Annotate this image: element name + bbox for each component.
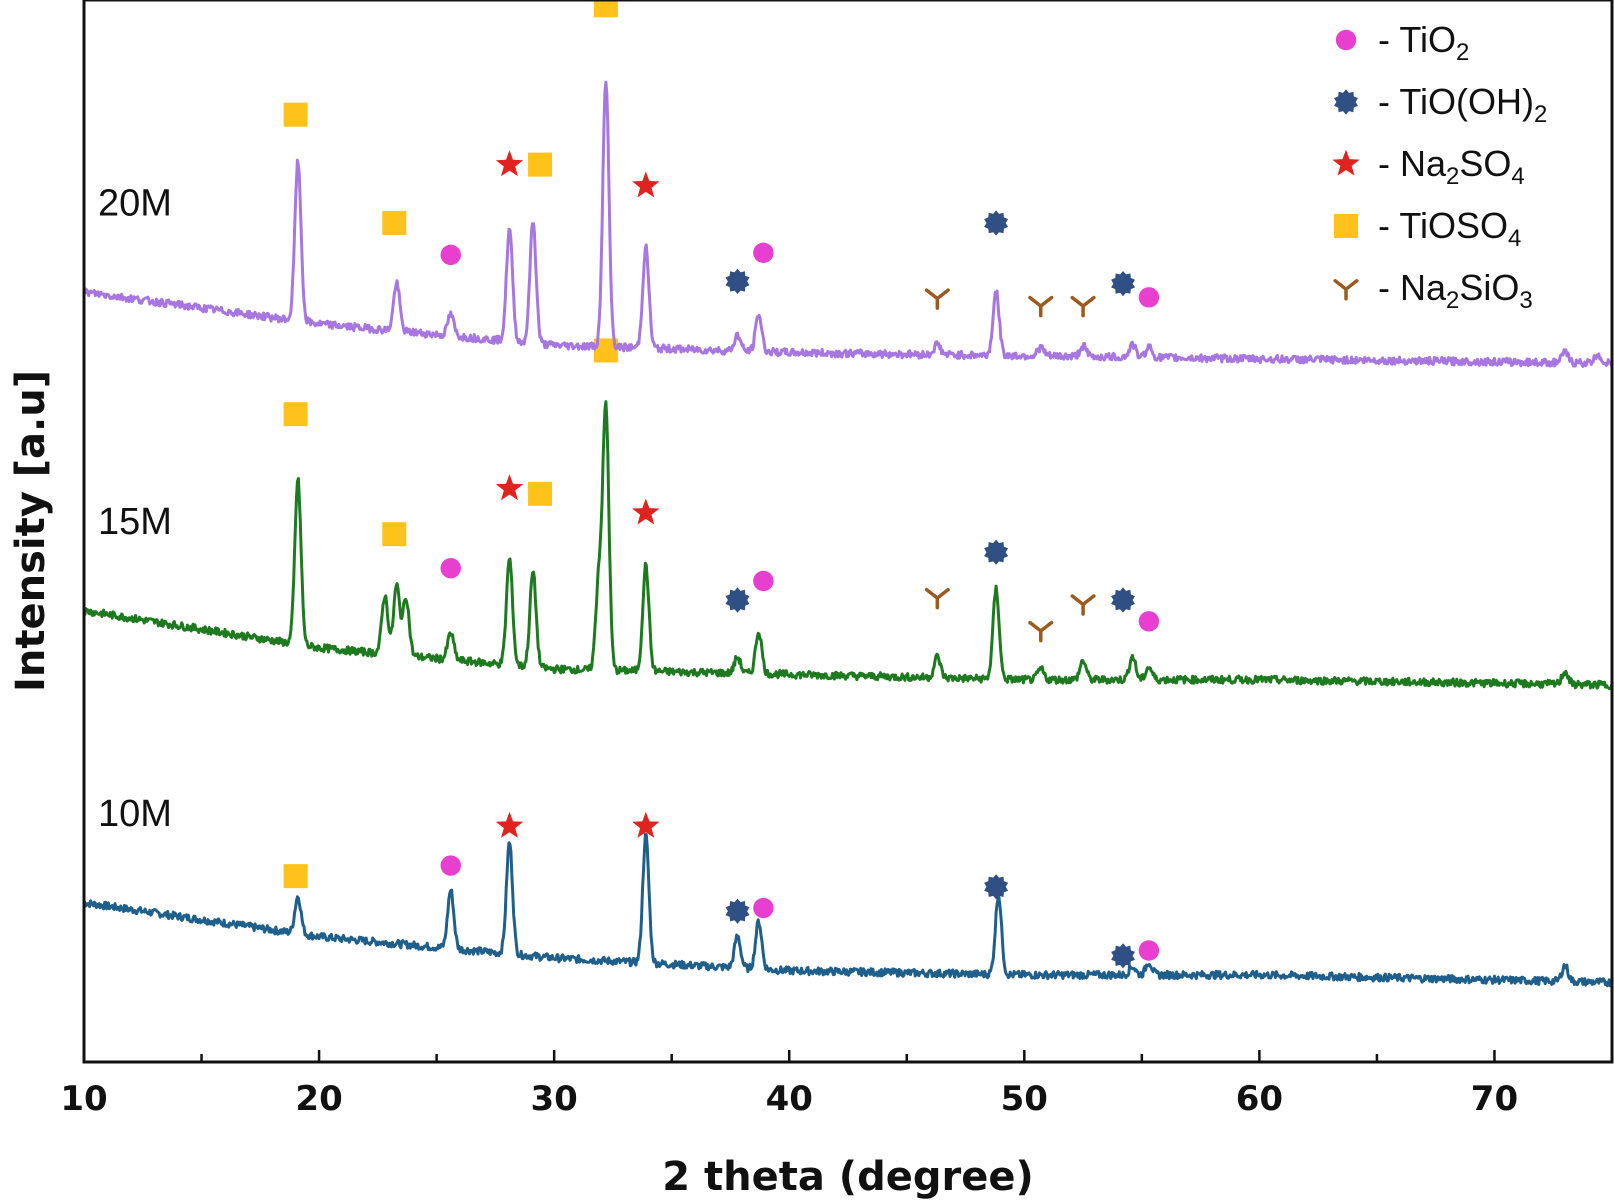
phase-marker-15M-2 [440, 557, 461, 579]
series-10M: 10M [83, 793, 1614, 988]
phase-marker-15M-9 [924, 587, 950, 610]
legend-label-Na2SiO3: - Na2SiO3 [1378, 267, 1533, 314]
x-tick-label: 40 [766, 1079, 813, 1119]
x-tick-label: 50 [1001, 1079, 1048, 1119]
phase-marker-15M-14 [1138, 611, 1160, 632]
phase-marker-15M-6 [632, 498, 660, 525]
phase-marker-15M-4 [528, 481, 553, 506]
x-tick-label: 10 [60, 1079, 107, 1119]
phase-marker-20M-1 [382, 211, 407, 236]
phase-marker-20M-8 [753, 242, 774, 263]
phase-marker-20M-5 [593, 0, 618, 18]
phase-marker-20M-2 [440, 244, 461, 266]
legend-marker-TiOSO4 [1334, 214, 1358, 238]
phase-marker-20M-0 [283, 102, 308, 127]
legend-label-TiO2: - TiO2 [1378, 19, 1469, 66]
phase-marker-15M-10 [984, 539, 1009, 565]
phase-marker-10M-0 [283, 864, 308, 889]
series-label-20M: 20M [98, 183, 172, 225]
phase-marker-20M-12 [1070, 295, 1096, 318]
y-axis-title: Intensity [a.u] [8, 370, 54, 692]
x-tick-label: 60 [1236, 1079, 1283, 1119]
plot-layer: 10M 15M 20M [82, 0, 1614, 988]
legend-item-Na2SO4: - Na2SO4 [1332, 143, 1525, 190]
x-tick-label: 20 [295, 1079, 342, 1119]
phase-marker-20M-4 [528, 152, 553, 177]
legend-item-TiO2: - TiO2 [1335, 19, 1469, 66]
phase-marker-10M-1 [440, 855, 461, 876]
phase-marker-10M-4 [725, 898, 750, 924]
legend-marker-TiO2 [1335, 29, 1357, 51]
legend-item-Na2SiO3: - Na2SiO3 [1333, 267, 1533, 314]
phase-marker-20M-14 [1138, 287, 1160, 308]
phase-marker-10M-3 [632, 811, 660, 838]
legend-item-TiO(OH)2: - TiO(OH)2 [1334, 81, 1547, 128]
series-line-10M [83, 832, 1614, 988]
phase-marker-10M-7 [1111, 943, 1135, 969]
x-tick-label: 70 [1471, 1079, 1518, 1119]
phase-marker-20M-9 [924, 288, 950, 310]
phase-marker-20M-7 [725, 268, 750, 294]
legend-item-TiOSO4: - TiOSO4 [1334, 205, 1521, 252]
series-line-20M [82, 80, 1614, 368]
legend-label-Na2SO4: - Na2SO4 [1378, 143, 1525, 190]
phase-marker-15M-3 [495, 474, 524, 501]
phase-marker-10M-2 [495, 811, 524, 838]
x-axis-title: 2 theta (degree) [662, 1154, 1033, 1200]
phase-marker-20M-13 [1111, 271, 1135, 297]
series-label-15M: 15M [98, 501, 172, 543]
series-20M: 20M [82, 0, 1614, 368]
phase-marker-10M-8 [1138, 940, 1160, 961]
phase-marker-10M-5 [753, 897, 774, 919]
phase-marker-20M-11 [1028, 295, 1054, 318]
legend-label-TiO(OH)2: - TiO(OH)2 [1378, 81, 1547, 128]
series-line-15M [82, 400, 1614, 691]
plot-frame [82, 0, 1614, 1064]
legend-label-TiOSO4: - TiOSO4 [1378, 205, 1521, 252]
series-15M: 15M [82, 338, 1614, 691]
phase-marker-15M-13 [1111, 587, 1135, 613]
legend: - TiO2 - TiO(OH)2 - Na2SO4 - TiOSO4 - Na2SiO… [1332, 19, 1547, 314]
phase-marker-10M-6 [984, 874, 1009, 900]
phase-marker-20M-3 [495, 150, 524, 177]
legend-marker-TiO(OH)2 [1334, 89, 1358, 115]
series-label-10M: 10M [98, 793, 172, 835]
phase-marker-15M-11 [1028, 620, 1054, 643]
phase-marker-15M-8 [753, 570, 774, 592]
phase-marker-20M-10 [984, 210, 1009, 236]
x-axis: 10 20 30 40 50 60 70 [60, 1050, 1614, 1119]
phase-marker-15M-12 [1070, 594, 1096, 616]
x-tick-label: 30 [530, 1079, 577, 1119]
phase-marker-15M-7 [725, 587, 750, 613]
phase-marker-15M-1 [382, 522, 407, 547]
phase-marker-15M-0 [283, 402, 308, 427]
legend-marker-Na2SO4 [1332, 149, 1360, 176]
phase-marker-20M-6 [632, 171, 660, 198]
legend-marker-Na2SiO3 [1333, 279, 1359, 301]
